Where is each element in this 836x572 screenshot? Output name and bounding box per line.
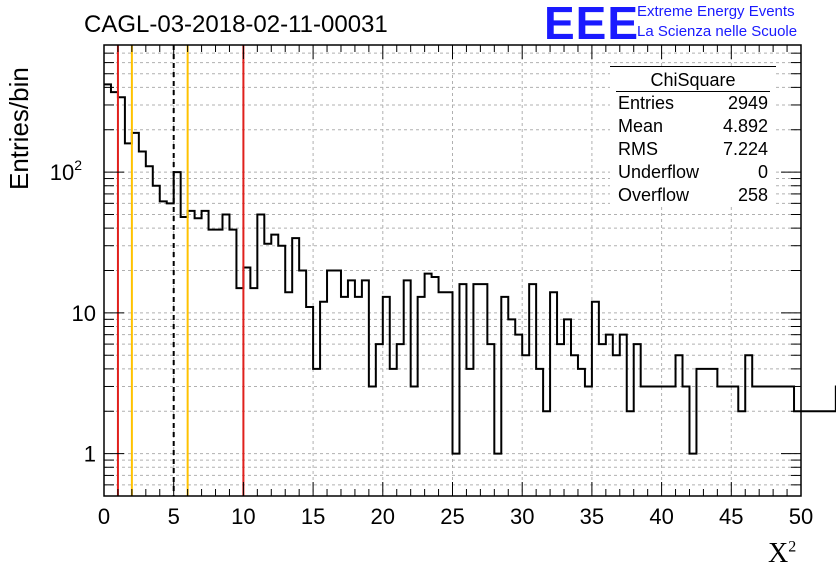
stats-row-entries: Entries 2949 xyxy=(610,92,776,115)
stats-row-overflow: Overflow 258 xyxy=(610,184,776,207)
stats-row-mean: Mean 4.892 xyxy=(610,115,776,138)
stats-label: Underflow xyxy=(618,162,700,182)
stats-label: Entries xyxy=(618,93,675,113)
x-tick-label: 40 xyxy=(649,504,673,529)
y-axis-ticks: 1 10 102 xyxy=(50,44,801,497)
x-tick-label: 20 xyxy=(371,504,395,529)
x-tick-label: 45 xyxy=(719,504,743,529)
stats-value: 0 xyxy=(757,162,768,182)
stats-title: ChiSquare xyxy=(616,67,770,92)
x-tick-label: 10 xyxy=(231,504,255,529)
stats-row-rms: RMS 7.224 xyxy=(610,138,776,161)
x-axis-label-base: X xyxy=(768,538,789,569)
stats-label: RMS xyxy=(618,139,658,159)
x-tick-label: 35 xyxy=(580,504,604,529)
eee-logo: EEE xyxy=(544,0,640,49)
histogram-line xyxy=(104,83,836,455)
logo-line-1: Extreme Energy Events xyxy=(637,3,795,20)
x-axis-label-superscript: 2 xyxy=(788,538,797,556)
stats-value: 7.224 xyxy=(722,139,768,159)
stats-row-underflow: Underflow 0 xyxy=(610,161,776,184)
y-tick-label: 10 xyxy=(72,301,96,326)
stats-box: ChiSquare Entries 2949 Mean 4.892 RMS 7.… xyxy=(610,66,776,207)
x-tick-label: 0 xyxy=(98,504,110,529)
x-tick-label: 15 xyxy=(301,504,325,529)
y-tick-label: 102 xyxy=(50,157,82,185)
x-tick-label: 25 xyxy=(440,504,464,529)
x-tick-label: 50 xyxy=(789,504,813,529)
chart-title: CAGL-03-2018-02-11-00031 xyxy=(84,11,388,38)
x-axis-ticks: 0 5 10 15 20 25 30 35 40 45 50 xyxy=(98,45,813,529)
stats-label: Overflow xyxy=(618,185,690,205)
y-axis-label: Entries/bin xyxy=(4,67,34,190)
x-tick-label: 5 xyxy=(168,504,180,529)
stats-value: 258 xyxy=(737,185,768,205)
stats-value: 2949 xyxy=(727,93,768,113)
y-tick-label: 1 xyxy=(84,442,96,467)
x-axis-label: X2 xyxy=(768,538,796,570)
stats-value: 4.892 xyxy=(722,116,768,136)
logo-line-2: La Scienza nelle Scuole xyxy=(637,23,798,40)
x-tick-label: 30 xyxy=(510,504,534,529)
stats-label: Mean xyxy=(618,116,664,136)
